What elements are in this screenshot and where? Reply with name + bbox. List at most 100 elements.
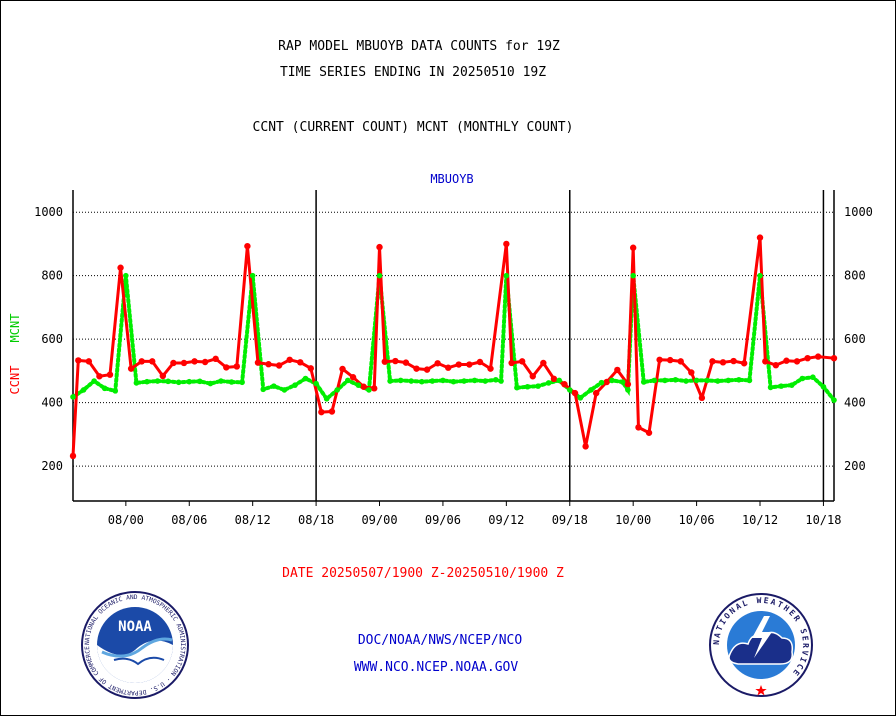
x-tick-label: 09/06: [425, 513, 461, 527]
data-point-ccnt: [677, 358, 684, 365]
data-point-ccnt: [666, 356, 674, 364]
data-point-ccnt: [360, 383, 367, 390]
data-point-ccnt: [307, 365, 315, 372]
data-point-mcnt: [498, 378, 504, 384]
y-tick-label-left: 1000: [34, 205, 63, 219]
data-point-ccnt: [614, 366, 621, 374]
data-point-mcnt: [461, 378, 467, 384]
data-point-ccnt: [349, 374, 357, 381]
data-point-mcnt: [175, 379, 182, 386]
data-point-mcnt: [144, 378, 150, 385]
data-point-ccnt: [75, 357, 82, 364]
axes-layer: [72, 190, 835, 506]
data-point-ccnt: [159, 372, 167, 380]
data-point-ccnt: [392, 357, 399, 365]
data-point-ccnt: [772, 361, 780, 369]
data-point-ccnt: [709, 358, 716, 365]
data-point-ccnt: [117, 264, 124, 271]
data-point-ccnt: [466, 361, 473, 368]
data-point-ccnt: [762, 358, 769, 365]
grid-layer: [73, 211, 834, 467]
data-point-mcnt: [662, 377, 668, 384]
data-point-mcnt: [334, 387, 341, 393]
data-point-ccnt: [688, 369, 695, 376]
data-point-ccnt: [85, 358, 93, 365]
x-tick-label: 08/06: [171, 513, 207, 527]
y-tick-label-right: 800: [844, 269, 866, 283]
data-point-mcnt: [672, 376, 679, 383]
data-point-ccnt: [286, 356, 293, 363]
y-tick-label-right: 400: [844, 396, 866, 410]
noaa-logo-text: NOAA: [118, 619, 152, 635]
data-point-mcnt: [302, 375, 309, 382]
data-point-ccnt: [656, 356, 663, 363]
data-point-ccnt: [550, 375, 558, 383]
data-point-mcnt: [588, 387, 594, 393]
data-point-mcnt: [123, 272, 129, 279]
data-point-ccnt: [455, 361, 462, 368]
data-point-mcnt: [704, 377, 710, 384]
data-point-mcnt: [503, 272, 510, 279]
data-point-ccnt: [624, 381, 632, 388]
title-line-1: RAP MODEL MBUOYB DATA COUNTS for 19Z: [278, 39, 560, 54]
data-point-mcnt: [820, 383, 827, 390]
data-point-mcnt: [640, 379, 647, 385]
data-point-ccnt: [783, 357, 790, 364]
data-point-mcnt: [345, 377, 351, 384]
data-point-mcnt: [535, 383, 541, 389]
y-axis-label-mcnt: MCNT: [8, 314, 22, 343]
series-layer: [69, 234, 838, 460]
data-point-mcnt: [757, 272, 763, 279]
data-point-ccnt: [629, 244, 637, 251]
data-point-mcnt: [799, 375, 806, 382]
data-point-mcnt: [725, 377, 732, 384]
data-point-mcnt: [767, 384, 774, 391]
data-point-ccnt: [402, 359, 410, 366]
data-point-mcnt: [271, 383, 277, 389]
noaa-logo: NATIONAL OCEANIC AND ATMOSPHERIC ADMINIS…: [81, 591, 189, 699]
y-tick-label-left: 200: [41, 459, 63, 473]
data-point-ccnt: [582, 443, 589, 450]
x-tick-label: 08/18: [298, 513, 334, 527]
x-tick-label: 09/00: [361, 513, 397, 527]
data-point-ccnt: [265, 361, 272, 368]
data-point-mcnt: [429, 378, 436, 384]
data-point-ccnt: [804, 354, 811, 362]
data-point-ccnt: [645, 429, 653, 436]
data-point-ccnt: [830, 354, 838, 362]
x-tick-label: 08/12: [235, 513, 271, 527]
data-point-mcnt: [566, 387, 573, 393]
data-point-mcnt: [260, 386, 267, 393]
data-point-mcnt: [355, 382, 362, 388]
data-point-ccnt: [170, 359, 177, 367]
data-point-mcnt: [154, 378, 161, 384]
data-point-mcnt: [218, 378, 224, 384]
data-point-ccnt: [127, 365, 135, 372]
data-point-mcnt: [450, 378, 457, 385]
data-point-mcnt: [556, 377, 562, 384]
data-point-mcnt: [418, 378, 425, 385]
nws-logo: NATIONAL WEATHER SERVICE: [709, 593, 813, 697]
data-point-ccnt: [381, 358, 388, 365]
series-line-ccnt: [71, 236, 835, 457]
data-point-mcnt: [524, 383, 531, 390]
data-point-ccnt: [434, 360, 441, 367]
title-line-2: TIME SERIES ENDING IN 20250510 19Z: [279, 65, 547, 80]
x-tick-label: 09/12: [488, 513, 524, 527]
data-point-ccnt: [540, 359, 547, 367]
data-point-mcnt: [239, 379, 245, 386]
data-point-ccnt: [69, 452, 77, 460]
data-point-mcnt: [609, 377, 615, 384]
data-point-mcnt: [545, 380, 552, 386]
data-point-ccnt: [719, 359, 727, 366]
data-point-ccnt: [212, 355, 219, 363]
data-point-mcnt: [249, 272, 256, 279]
data-point-mcnt: [810, 374, 816, 381]
data-point-mcnt: [387, 378, 393, 384]
date-range-label: DATE 20250507/1900 Z-20250510/1900 Z: [282, 566, 564, 581]
data-point-mcnt: [133, 380, 140, 386]
data-point-mcnt: [492, 376, 499, 383]
data-point-mcnt: [788, 382, 795, 388]
y-tick-label-left: 600: [41, 332, 63, 346]
data-point-ccnt: [635, 424, 642, 431]
